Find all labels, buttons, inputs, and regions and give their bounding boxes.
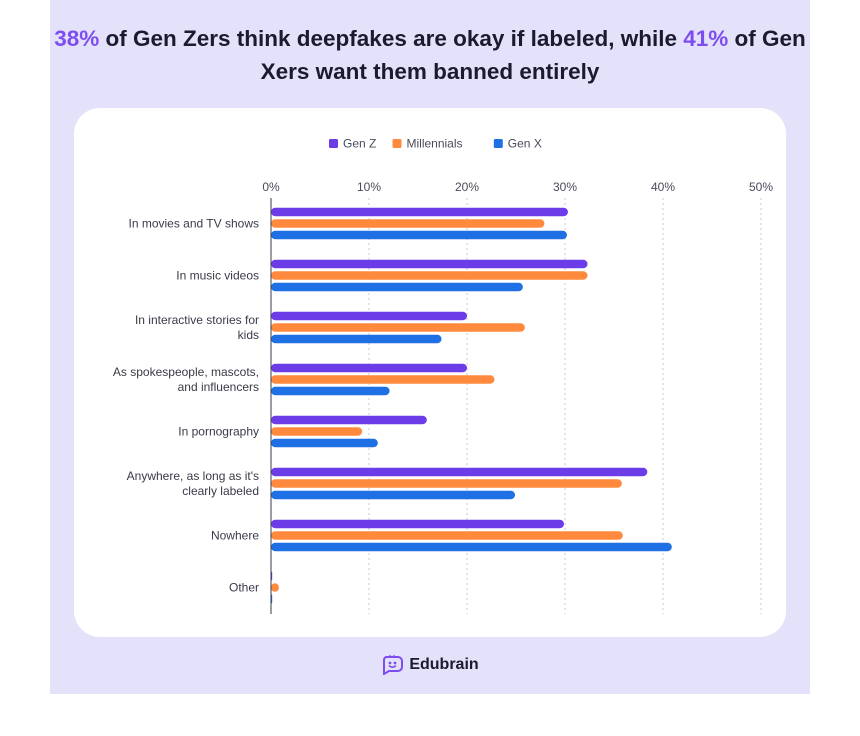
bar <box>271 323 525 332</box>
legend-label: Gen X <box>508 137 542 151</box>
bar <box>271 334 442 344</box>
edubrain-logo-icon <box>383 655 404 675</box>
bar <box>271 427 363 436</box>
category-label: and influencers <box>178 380 259 394</box>
legend-label: Millennials <box>407 137 463 151</box>
bar <box>271 438 378 448</box>
legend-swatch <box>329 139 338 148</box>
headline-highlight-genz: 38% <box>54 26 100 51</box>
brand-name: Edubrain <box>409 656 479 673</box>
headline-highlight-genx: 41% <box>683 26 729 51</box>
category-label: Other <box>229 581 259 595</box>
category-label: kids <box>238 328 259 342</box>
legend-swatch <box>493 139 503 148</box>
bar <box>271 415 427 425</box>
bar <box>271 230 567 240</box>
bar-chart: Gen Z Millennials Gen X 0% 10% 20% 30% 40% 50% In… <box>113 137 773 614</box>
chart-card: Gen Z Millennials Gen X 0% 10% 20% 30% 40% 50% In… <box>74 108 786 637</box>
bar <box>271 467 648 477</box>
category-label: In interactive stories for <box>135 313 259 327</box>
legend-swatch <box>392 139 402 148</box>
brand-footer: Edubrain <box>0 655 860 680</box>
category-label: In movies and TV shows <box>128 217 259 231</box>
headline-text-2: of Gen Xers want them banned entirely <box>260 26 806 84</box>
bar <box>271 311 467 321</box>
bar <box>271 490 516 500</box>
bar <box>271 519 565 529</box>
bar <box>271 375 495 384</box>
x-tick-label: 20% <box>455 180 479 194</box>
x-tick-label: 50% <box>749 180 773 194</box>
bar <box>271 282 523 292</box>
category-label: In pornography <box>178 425 259 439</box>
bar <box>271 259 588 269</box>
bar <box>271 583 279 592</box>
bar <box>271 207 568 217</box>
bar <box>271 386 390 396</box>
category-label: Nowhere <box>211 529 259 543</box>
bar <box>271 363 467 373</box>
bar <box>271 531 623 540</box>
category-label: clearly labeled <box>182 484 259 498</box>
x-tick-label: 40% <box>651 180 675 194</box>
bar <box>271 271 588 280</box>
x-tick-label: 10% <box>357 180 381 194</box>
x-tick-label: 0% <box>262 180 280 194</box>
bar <box>271 542 672 552</box>
bar <box>271 219 545 228</box>
bar <box>271 479 622 488</box>
page-title: 38% of Gen Zers think deepfakes are okay… <box>50 22 810 88</box>
category-label: Anywhere, as long as it's <box>127 469 259 483</box>
legend-label: Gen Z <box>343 137 376 151</box>
category-label: As spokespeople, mascots, <box>113 365 259 379</box>
x-tick-label: 30% <box>553 180 577 194</box>
category-label: In music videos <box>176 269 259 283</box>
headline-text-1: of Gen Zers think deepfakes are okay if … <box>99 26 684 51</box>
